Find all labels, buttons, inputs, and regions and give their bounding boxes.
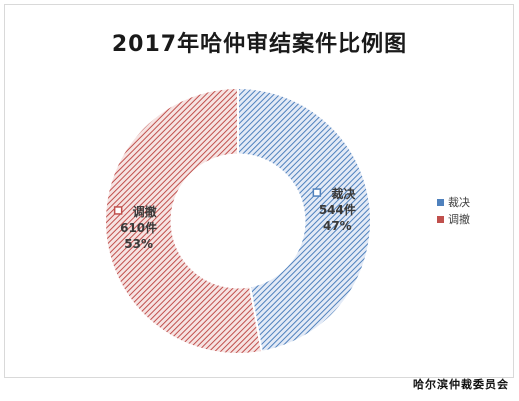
legend-label-裁决: 裁决: [448, 196, 470, 209]
data-label-count: 610件: [120, 220, 157, 235]
legend-swatch-调撤: [437, 216, 444, 223]
data-label-category: 调撤: [133, 204, 157, 219]
legend-swatch-裁决: [437, 199, 444, 206]
data-label-percent: 47%: [323, 219, 352, 233]
footer-organization: 哈尔滨仲裁委员会: [413, 378, 509, 391]
data-label-category: 裁决: [331, 186, 356, 201]
slice-调撤: [104, 86, 263, 355]
data-label-count: 544件: [319, 202, 356, 217]
data-label-marker: [113, 206, 123, 215]
slice-裁决: [237, 86, 372, 354]
legend-label-调撤: 调撤: [448, 212, 470, 226]
data-label-marker: [312, 188, 322, 197]
data-label-percent: 53%: [124, 237, 153, 251]
chart-title: 2017年哈仲审结案件比例图: [111, 32, 408, 57]
